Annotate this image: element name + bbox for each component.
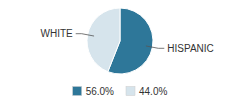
legend-item: 44.0% [126,86,167,97]
chart: HISPANIC WHITE 56.0% 44.0% [0,0,240,100]
annotation-label: HISPANIC [167,43,214,54]
leader-line [76,34,94,36]
annotation-label: WHITE [40,28,73,39]
legend-item: 56.0% [73,86,114,97]
pie-slice [87,8,120,72]
legend: 56.0% 44.0% [73,86,168,97]
annotations: HISPANIC WHITE [40,28,213,54]
pie [87,8,153,74]
legend-swatch [126,87,135,96]
legend-label: 56.0% [86,86,114,97]
legend-swatch [73,87,82,96]
leader-line [146,46,164,48]
legend-label: 44.0% [139,86,167,97]
